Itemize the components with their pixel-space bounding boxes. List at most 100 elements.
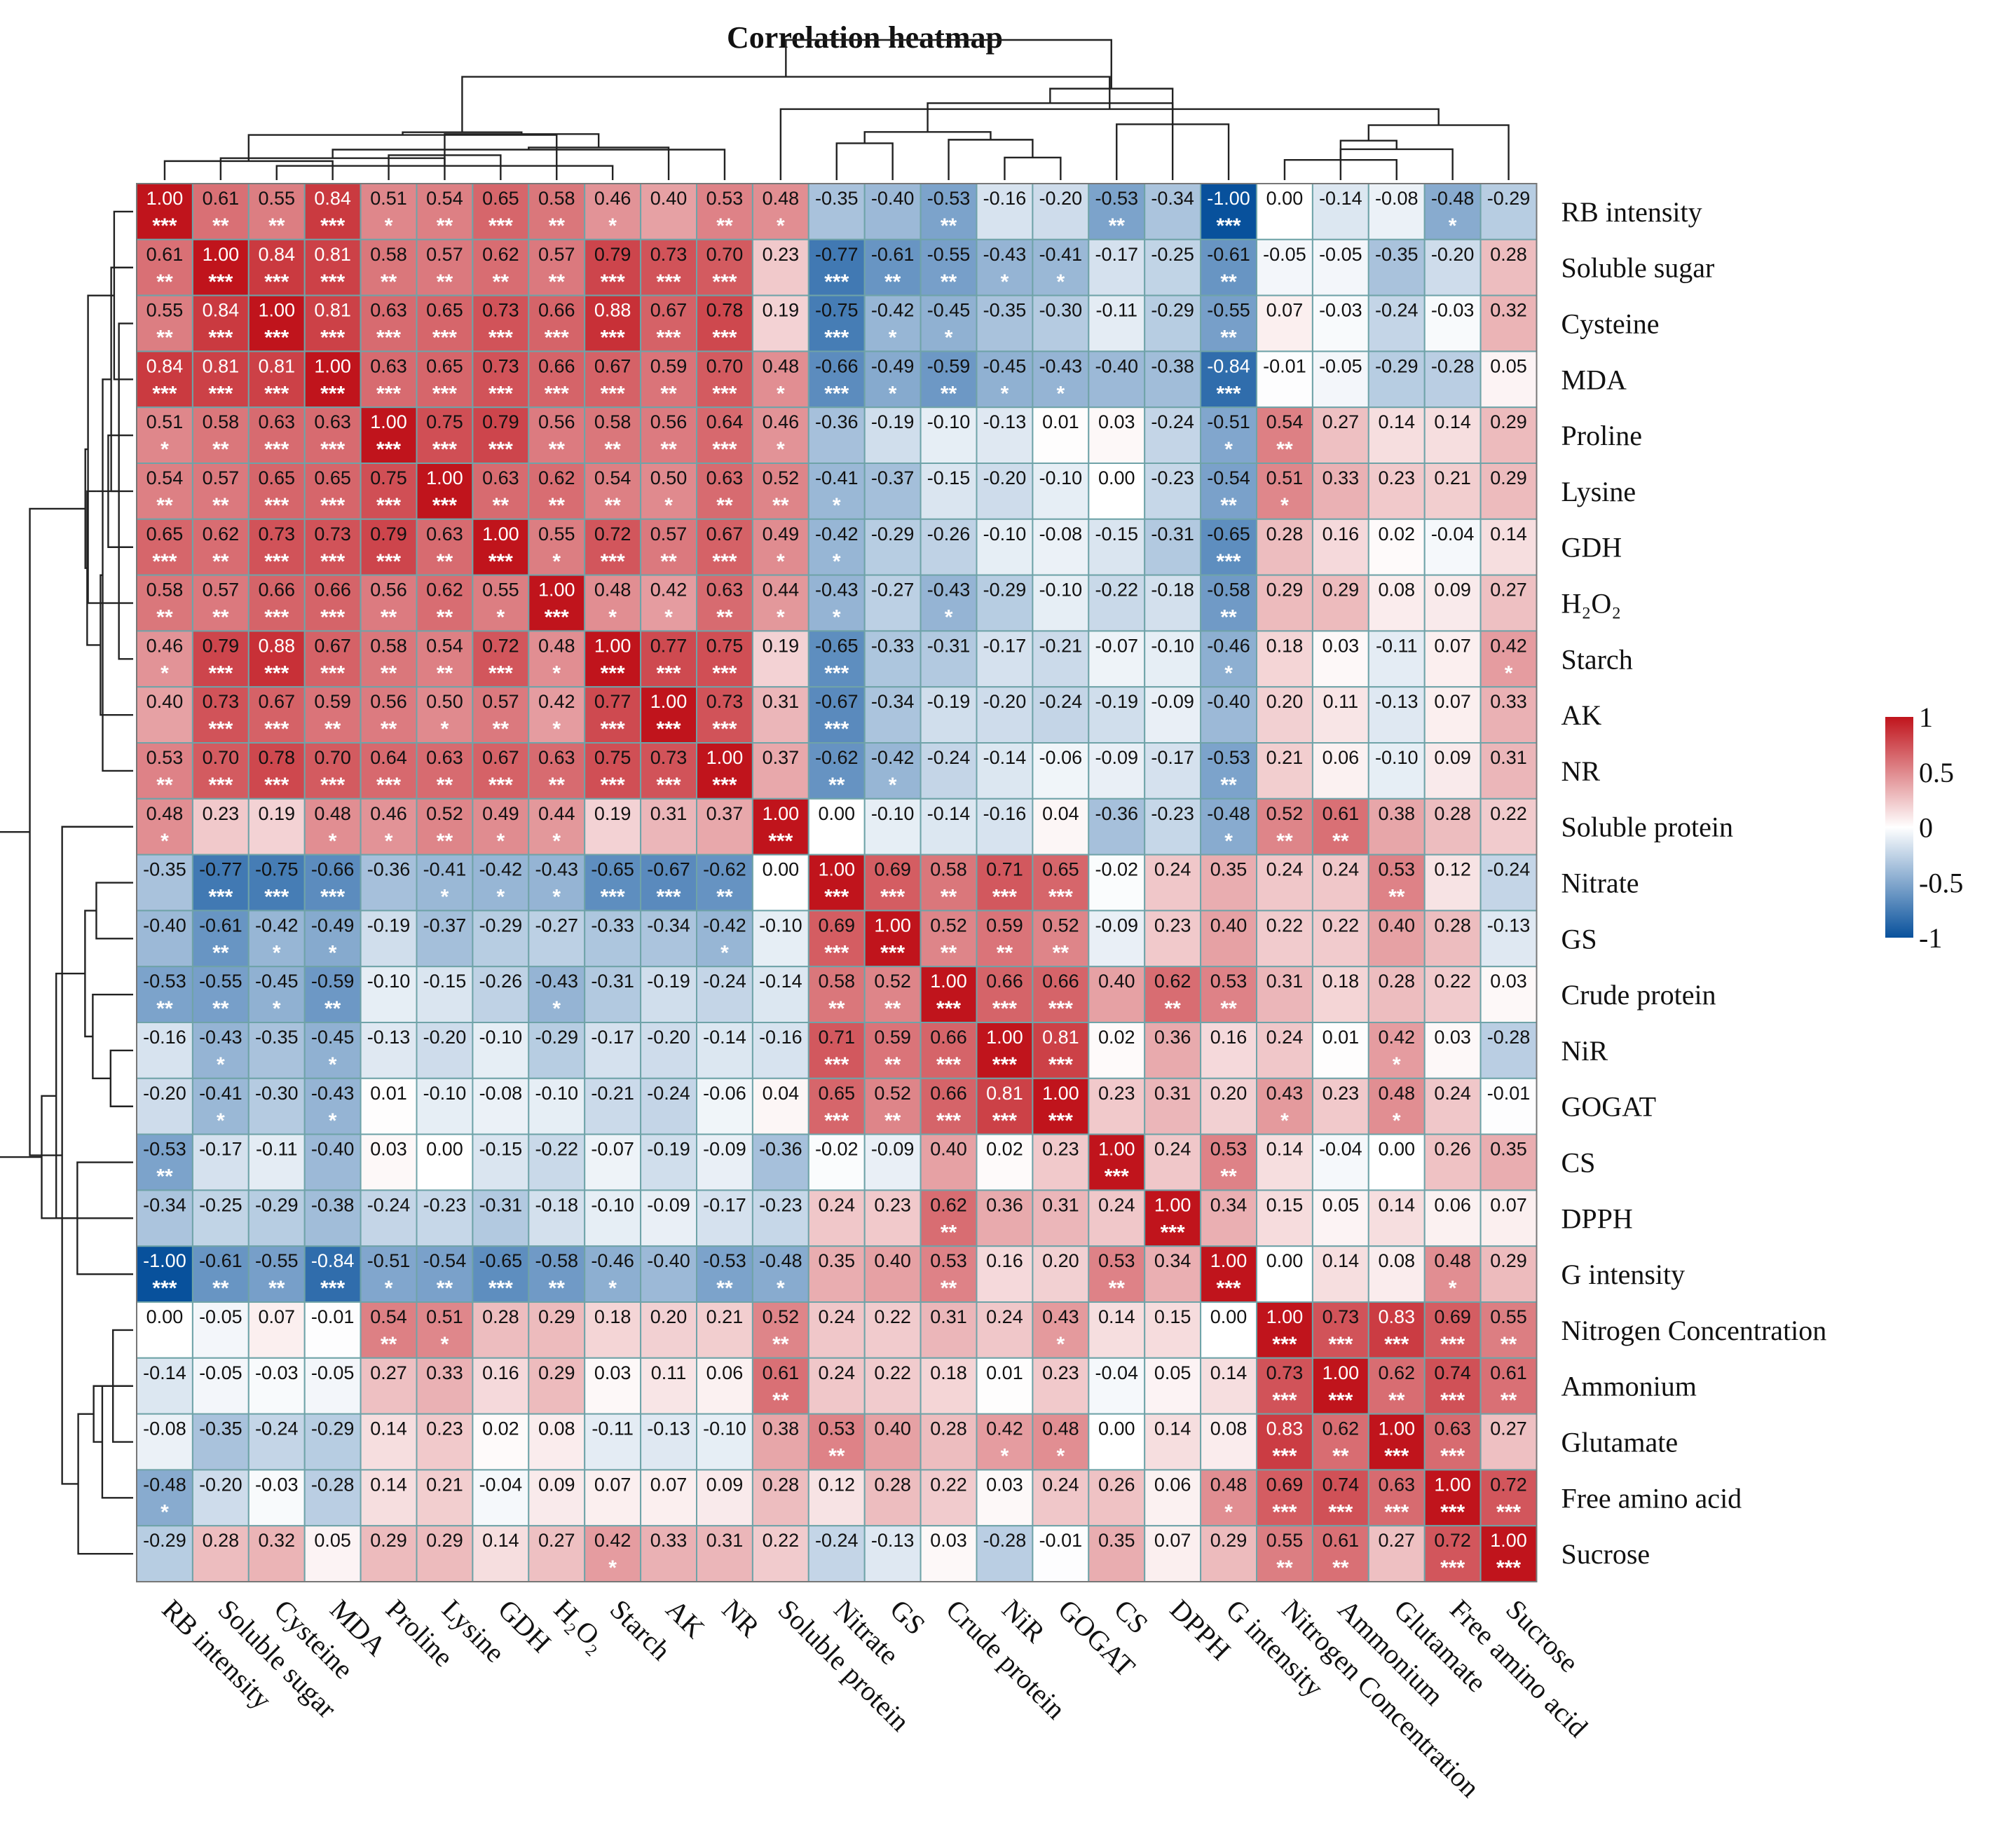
- cell-value: 1.00: [874, 915, 911, 936]
- cell-value: 0.48: [1210, 1474, 1248, 1495]
- cell-value: 0.03: [1490, 971, 1527, 992]
- cell-value: 0.03: [986, 1474, 1023, 1495]
- row-dendrogram: [0, 210, 133, 1555]
- cell-value: 0.16: [482, 1362, 519, 1383]
- cell-value: -0.10: [1375, 747, 1419, 768]
- cell-value: 0.28: [1434, 915, 1471, 936]
- cell-value: 0.62: [426, 580, 463, 601]
- cell-value: -0.05: [1319, 355, 1362, 376]
- heatmap-cell: [1032, 463, 1090, 520]
- cell-value: 0.73: [203, 691, 240, 712]
- heatmap-cell: [416, 294, 474, 353]
- cell-value: -0.05: [199, 1362, 242, 1383]
- heatmap-cell: [303, 406, 362, 465]
- cell-value: 0.00: [1098, 467, 1135, 488]
- heatmap-cell: [584, 1413, 642, 1471]
- cell-value: -0.67: [815, 691, 859, 712]
- cell-value: 0.57: [203, 467, 240, 488]
- heatmap-cell: [584, 798, 642, 856]
- heatmap-cell: [1479, 854, 1538, 912]
- cell-value: 1.00: [818, 859, 855, 880]
- heatmap-cell: [416, 966, 474, 1023]
- significance-stars: *: [273, 997, 281, 1020]
- cell-value: 0.24: [1322, 859, 1360, 880]
- heatmap-cell: [1311, 910, 1369, 968]
- chart-title: Correlation heatmap: [727, 20, 1003, 55]
- significance-stars: ***: [1272, 1333, 1297, 1356]
- heatmap-cell: [360, 406, 418, 465]
- significance-stars: **: [212, 997, 229, 1020]
- cell-value: -0.48: [143, 1474, 186, 1495]
- cell-value: 0.28: [1490, 244, 1527, 265]
- cell-value: 0.40: [146, 691, 184, 712]
- cell-value: 0.22: [1490, 803, 1527, 824]
- heatmap-cell: [1256, 518, 1313, 576]
- cell-value: 0.66: [258, 580, 295, 601]
- cell-value: 0.48: [594, 580, 631, 601]
- significance-stars: **: [493, 718, 510, 741]
- cell-value: -0.34: [871, 691, 915, 712]
- cell-value: 0.07: [650, 1474, 688, 1495]
- cell-value: 0.00: [146, 1306, 184, 1327]
- cell-value: -0.43: [983, 244, 1027, 265]
- cell-value: 0.27: [538, 1530, 575, 1551]
- significance-stars: ***: [1384, 1333, 1409, 1356]
- heatmap-cell: [920, 910, 978, 968]
- significance-stars: *: [441, 1333, 449, 1356]
- cell-value: -0.01: [311, 1306, 355, 1327]
- cell-value: 0.23: [203, 803, 240, 824]
- heatmap-cell: [416, 1525, 474, 1582]
- significance-stars: *: [889, 774, 897, 797]
- row-label: Starch: [1561, 643, 1633, 675]
- significance-stars: **: [884, 271, 901, 294]
- significance-stars: ***: [545, 606, 569, 629]
- dendrogram-branch: [55, 973, 133, 1219]
- row-label: H₂O₂: [1561, 588, 1622, 620]
- cell-value: 0.79: [594, 244, 631, 265]
- cell-value: -0.05: [199, 1306, 242, 1327]
- significance-stars: **: [212, 438, 229, 461]
- cell-value: 1.00: [986, 1027, 1023, 1048]
- significance-stars: ***: [545, 382, 569, 405]
- significance-stars: **: [1388, 1389, 1405, 1412]
- cell-value: -0.17: [199, 1139, 242, 1160]
- row-labels: RB intensity Soluble sugar Cysteine MDA Prol…: [1561, 196, 1827, 1570]
- heatmap-cell: [136, 294, 193, 353]
- cell-value: -0.03: [1319, 300, 1362, 321]
- cell-value: 0.01: [1042, 411, 1079, 432]
- cell-value: -0.28: [983, 1530, 1027, 1551]
- significance-stars: **: [604, 438, 621, 461]
- heatmap-cell: [303, 183, 362, 240]
- heatmap-cell: [528, 966, 586, 1023]
- cell-value: 0.63: [1434, 1418, 1471, 1439]
- cell-value: 0.29: [370, 1530, 407, 1551]
- colorbar-tick-label: 0.5: [1919, 757, 1954, 788]
- cell-value: 0.02: [986, 1139, 1023, 1160]
- cell-value: -0.41: [815, 467, 859, 488]
- cell-value: 0.14: [1378, 411, 1415, 432]
- cell-value: 0.35: [1098, 1530, 1135, 1551]
- significance-stars: ***: [1272, 1389, 1297, 1412]
- heatmap-cell: [863, 350, 922, 409]
- heatmap-cell: [696, 350, 753, 409]
- heatmap-cell: [303, 574, 362, 632]
- cell-value: 0.73: [1322, 1306, 1360, 1327]
- heatmap-cell: [863, 294, 922, 353]
- cell-value: 0.81: [258, 355, 295, 376]
- significance-stars: ***: [657, 662, 681, 685]
- cell-value: 0.29: [1490, 411, 1527, 432]
- cell-value: 0.21: [1266, 747, 1304, 768]
- cell-value: 0.05: [1322, 1194, 1360, 1215]
- significance-stars: ***: [1048, 1053, 1073, 1076]
- significance-stars: ***: [264, 886, 289, 909]
- cell-value: 0.29: [538, 1362, 575, 1383]
- cell-value: -0.77: [815, 244, 859, 265]
- cell-value: -0.14: [703, 1027, 746, 1048]
- heatmap-cell: [976, 574, 1034, 632]
- significance-stars: ***: [601, 886, 625, 909]
- cell-value: 0.31: [1042, 1194, 1079, 1215]
- heatmap-cell: [528, 1301, 586, 1359]
- heatmap-cell: [863, 966, 922, 1023]
- heatmap-cell: [1367, 1525, 1426, 1582]
- significance-stars: *: [329, 1053, 337, 1076]
